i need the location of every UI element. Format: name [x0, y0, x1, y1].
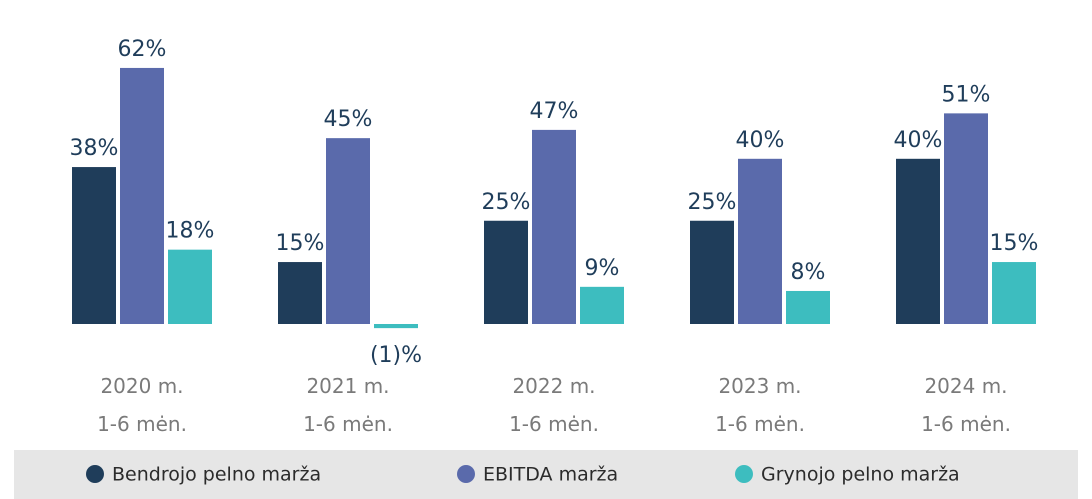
value-label: 15% [990, 231, 1039, 256]
bar [944, 113, 988, 325]
x-tick-label: 2020 m. 1-6 mėn. [97, 374, 187, 436]
legend-background [14, 450, 1078, 499]
bar [992, 262, 1036, 324]
bar [326, 138, 370, 324]
value-label: 47% [530, 99, 579, 124]
value-label: 38% [70, 136, 119, 161]
value-label: 8% [791, 260, 826, 285]
x-tick-label: 2023 m. 1-6 mėn. [715, 374, 805, 436]
legend-label: EBITDA marža [483, 464, 618, 486]
x-tick-label: 2024 m. 1-6 mėn. [921, 374, 1011, 436]
x-tick-label: 2022 m. 1-6 mėn. [509, 374, 599, 436]
legend-label: Grynojo pelno marža [761, 464, 960, 486]
bar [484, 220, 528, 324]
bar [896, 158, 940, 324]
value-label: 9% [585, 256, 620, 281]
value-label: 51% [942, 82, 991, 107]
bar [532, 129, 576, 324]
value-label: (1)% [370, 343, 422, 368]
bar [120, 67, 164, 324]
legend-marker [457, 465, 475, 483]
bar [278, 262, 322, 324]
value-label: 25% [482, 190, 531, 215]
value-label: 25% [688, 190, 737, 215]
value-label: 62% [118, 37, 167, 62]
value-label: 15% [276, 231, 325, 256]
bar [72, 167, 116, 324]
bar [580, 286, 624, 324]
bar [786, 290, 830, 324]
bar [738, 158, 782, 324]
legend-marker [735, 465, 753, 483]
value-label: 40% [894, 128, 943, 153]
value-label: 40% [736, 128, 785, 153]
bar [374, 324, 418, 329]
value-label: 18% [166, 219, 215, 244]
bar [690, 220, 734, 324]
legend-label: Bendrojo pelno marža [112, 464, 321, 486]
bar [168, 249, 212, 324]
value-label: 45% [324, 107, 373, 132]
x-tick-label: 2021 m. 1-6 mėn. [303, 374, 393, 436]
legend-marker [86, 465, 104, 483]
